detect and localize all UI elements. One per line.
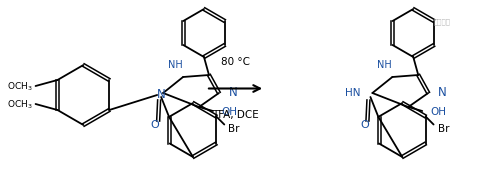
Text: 80 °C: 80 °C (221, 57, 250, 67)
Text: N: N (157, 88, 165, 101)
Text: NH: NH (377, 60, 392, 70)
Text: O: O (151, 120, 160, 130)
Text: TFA, DCE: TFA, DCE (212, 110, 259, 120)
Text: O: O (360, 120, 369, 130)
Text: Br: Br (438, 124, 449, 133)
Text: OCH$_3$: OCH$_3$ (7, 99, 33, 111)
Text: N: N (438, 87, 447, 99)
Text: HN: HN (345, 88, 361, 98)
Text: N: N (229, 87, 238, 99)
Text: OH: OH (430, 107, 446, 117)
Text: 化学乐库: 化学乐库 (434, 18, 451, 25)
Text: NH: NH (167, 60, 182, 70)
Text: OH: OH (221, 107, 237, 117)
Text: Br: Br (228, 124, 240, 133)
Text: OCH$_3$: OCH$_3$ (7, 81, 33, 93)
